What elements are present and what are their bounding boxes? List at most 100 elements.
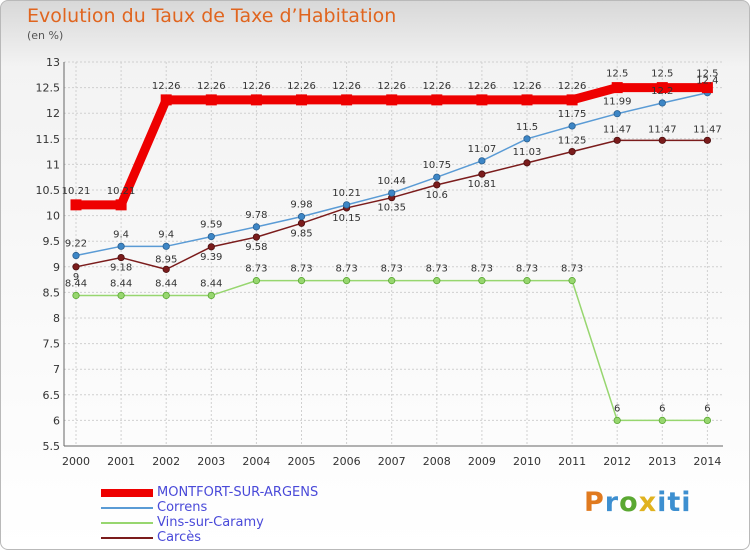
data-point [568, 148, 576, 156]
data-point [115, 199, 127, 211]
data-point [431, 94, 443, 106]
data-point [117, 291, 125, 300]
data-label: 12.5 [606, 69, 628, 80]
y-tick-label: 5.5 [43, 440, 61, 453]
x-tick-label: 2013 [648, 455, 676, 468]
data-point [296, 94, 307, 106]
data-point [613, 110, 621, 118]
data-label: 11.25 [558, 136, 587, 147]
data-point [72, 291, 80, 300]
y-tick-label: 11.5 [36, 133, 61, 146]
data-label: 8.44 [110, 278, 132, 289]
data-label: 6 [659, 403, 665, 414]
axis-layer: 5.5 6 6.5 7 7.5 8 8.5 9 9.5 10 10.5 11 11.5 12 12.5 13 2… [36, 56, 723, 468]
data-label: 10.15 [332, 213, 361, 224]
data-label: 6 [704, 403, 710, 414]
data-label: 10.21 [332, 188, 361, 199]
y-tick-label: 6.5 [43, 389, 61, 402]
data-point [117, 253, 125, 262]
series-layer [70, 82, 713, 424]
data-label: 9.4 [158, 229, 174, 240]
data-label: 12.26 [197, 81, 226, 92]
x-tick-label: 2001 [107, 455, 135, 468]
y-tick-label: 11 [46, 158, 60, 171]
x-tick-label: 2009 [468, 455, 496, 468]
y-tick-label: 12 [46, 107, 60, 120]
data-label: 9.4 [113, 229, 129, 240]
data-point [478, 157, 486, 165]
data-label: 12.26 [332, 81, 361, 92]
data-label: 12.26 [152, 81, 181, 92]
data-point [613, 416, 621, 424]
legend-item[interactable]: Carcès [101, 530, 421, 545]
data-label: 12.26 [513, 81, 542, 92]
y-tick-label: 9 [53, 261, 60, 274]
data-point [568, 277, 576, 285]
x-tick-label: 2005 [288, 455, 316, 468]
data-label: 10.6 [426, 190, 448, 201]
data-point [207, 232, 215, 241]
data-point [613, 136, 621, 144]
data-point [252, 233, 260, 241]
data-label: 10.21 [107, 186, 136, 197]
legend-label: Carcès [157, 530, 202, 545]
data-label: 8.73 [471, 264, 493, 275]
data-point [433, 277, 441, 285]
data-point [252, 223, 260, 231]
data-point [341, 94, 353, 106]
y-tick-label: 13 [46, 56, 60, 69]
data-point [703, 416, 712, 424]
data-point [703, 136, 712, 144]
data-label: 9.59 [200, 220, 222, 231]
x-tick-label: 2007 [378, 455, 406, 468]
legend-item[interactable]: Correns [101, 500, 421, 515]
data-label: 12.26 [558, 81, 587, 92]
data-label: 8.73 [516, 264, 538, 275]
data-label: 12.26 [468, 81, 497, 92]
data-label: 9.98 [290, 200, 312, 211]
data-point [701, 82, 713, 94]
y-tick-label: 10.5 [36, 184, 61, 197]
data-point [162, 265, 170, 273]
data-label: 10.21 [62, 186, 91, 197]
data-point [521, 94, 533, 106]
data-label: 11.5 [516, 122, 538, 133]
legend-item[interactable]: Vins-sur-Caramy [101, 515, 421, 530]
data-label: 8.44 [200, 278, 222, 289]
y-tick-label: 8 [53, 312, 60, 325]
y-tick-label: 8.5 [43, 286, 61, 299]
x-tick-label: 2002 [152, 455, 180, 468]
x-tick-label: 2010 [513, 455, 541, 468]
y-tick-label: 6 [53, 414, 60, 427]
data-point [388, 189, 396, 197]
x-tick-label: 2011 [558, 455, 586, 468]
data-point [568, 122, 576, 130]
legend-label: Vins-sur-Caramy [157, 515, 264, 530]
data-point [658, 99, 666, 107]
data-label: 12.26 [422, 81, 451, 92]
data-point [658, 136, 666, 144]
data-label: 9.85 [290, 228, 312, 239]
data-point [207, 243, 215, 251]
data-point [297, 277, 306, 285]
data-label: 11.75 [558, 109, 587, 120]
data-label: 9 [73, 272, 79, 283]
chart-title: Evolution du Taux de Taxe d’Habitation [27, 5, 397, 27]
data-label: 9.18 [110, 263, 132, 274]
data-label: 12.5 [696, 69, 718, 80]
data-label: 8.73 [561, 264, 583, 275]
data-label: 11.47 [603, 124, 632, 135]
data-point [478, 170, 486, 178]
legend-item[interactable]: MONTFORT-SUR-ARGENS [101, 485, 421, 500]
data-label: 8.73 [245, 264, 267, 275]
data-label: 9.78 [245, 210, 267, 221]
data-label: 8.73 [335, 264, 357, 275]
proxiti-logo: Proxiti [584, 487, 692, 518]
data-point [342, 201, 351, 209]
y-tick-label: 7.5 [43, 338, 61, 351]
y-tick-label: 12.5 [36, 82, 61, 95]
legend-swatch [101, 489, 153, 497]
legend-swatch [101, 522, 153, 524]
data-point [72, 263, 80, 271]
